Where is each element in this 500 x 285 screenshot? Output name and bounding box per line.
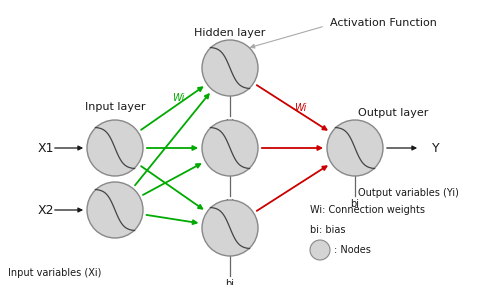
Text: X2: X2 [38,203,54,217]
Circle shape [202,200,258,256]
Text: : Nodes: : Nodes [334,245,371,255]
Text: Wi: Wi [172,93,184,103]
Text: Y: Y [432,141,440,154]
Text: bi: bi [350,199,360,209]
Text: bi: bi [226,199,234,209]
Circle shape [310,240,330,260]
Text: Input variables (Xi): Input variables (Xi) [8,268,102,278]
Text: Activation Function: Activation Function [330,18,437,28]
Text: Hidden layer: Hidden layer [194,28,266,38]
Circle shape [202,120,258,176]
Circle shape [202,40,258,96]
Text: bi: bi [226,279,234,285]
Circle shape [327,120,383,176]
Circle shape [87,120,143,176]
Circle shape [87,182,143,238]
Text: bi: bias: bi: bias [310,225,346,235]
Text: bi: bi [226,119,234,129]
Text: Output variables (Yi): Output variables (Yi) [358,188,459,198]
Text: Output layer: Output layer [358,108,428,118]
Text: Wi: Wi [294,103,306,113]
Text: Wi: Connection weights: Wi: Connection weights [310,205,425,215]
Text: Input layer: Input layer [85,102,145,112]
Text: X1: X1 [38,141,54,154]
